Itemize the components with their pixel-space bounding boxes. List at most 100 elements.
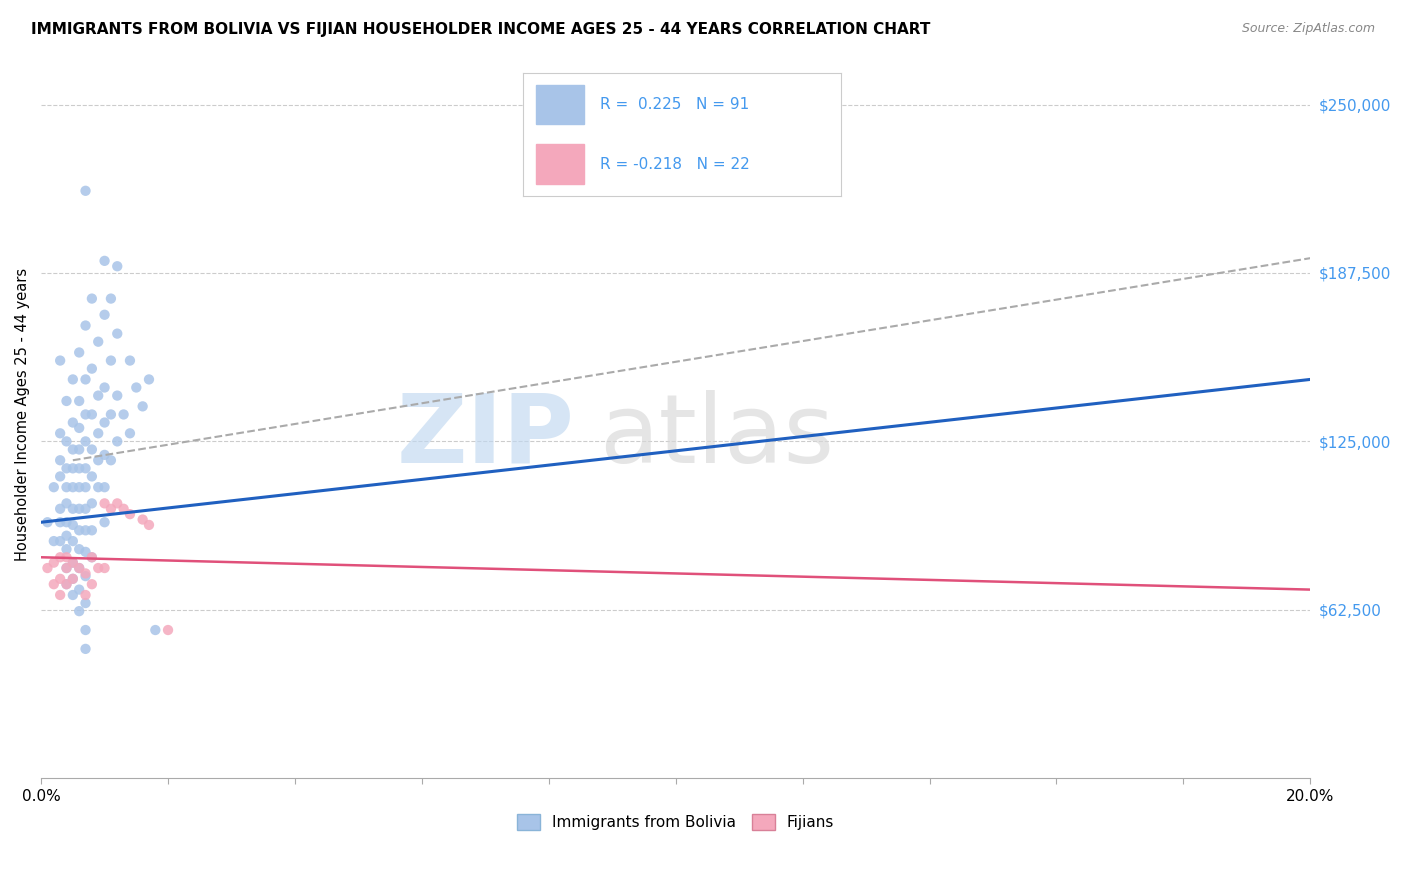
Point	[55, 577, 77, 591]
Point	[75, 408, 97, 422]
Point	[49, 572, 72, 586]
Point	[67, 561, 90, 575]
Point	[62, 534, 84, 549]
Point	[87, 426, 110, 441]
Point	[49, 588, 72, 602]
Point	[62, 372, 84, 386]
Point	[62, 480, 84, 494]
Point	[49, 501, 72, 516]
Point	[62, 517, 84, 532]
Point	[62, 442, 84, 457]
Point	[67, 501, 90, 516]
Point	[80, 469, 103, 483]
Point	[67, 542, 90, 557]
Point	[105, 326, 128, 341]
Point	[67, 561, 90, 575]
Y-axis label: Householder Income Ages 25 - 44 years: Householder Income Ages 25 - 44 years	[15, 268, 30, 561]
Point	[55, 561, 77, 575]
Point	[105, 496, 128, 510]
Point	[75, 641, 97, 656]
Point	[80, 408, 103, 422]
Point	[87, 561, 110, 575]
Point	[75, 524, 97, 538]
Point	[49, 534, 72, 549]
Point	[131, 512, 153, 526]
Point	[62, 461, 84, 475]
Point	[100, 408, 122, 422]
Point	[75, 566, 97, 581]
Point	[67, 461, 90, 475]
Point	[75, 480, 97, 494]
Legend: Immigrants from Bolivia, Fijians: Immigrants from Bolivia, Fijians	[512, 808, 841, 836]
Point	[138, 517, 160, 532]
Point	[75, 623, 97, 637]
Point	[105, 434, 128, 449]
Point	[80, 577, 103, 591]
Point	[93, 496, 115, 510]
Point	[62, 416, 84, 430]
Point	[105, 388, 128, 402]
Point	[55, 496, 77, 510]
Point	[80, 550, 103, 565]
Point	[75, 501, 97, 516]
Point	[75, 569, 97, 583]
Point	[93, 253, 115, 268]
Point	[80, 442, 103, 457]
Point	[55, 561, 77, 575]
Point	[55, 394, 77, 409]
Point	[67, 480, 90, 494]
Point	[93, 416, 115, 430]
Point	[118, 426, 141, 441]
Point	[55, 515, 77, 529]
Point	[67, 421, 90, 435]
Point	[80, 361, 103, 376]
Point	[55, 577, 77, 591]
Point	[100, 453, 122, 467]
Point	[49, 353, 72, 368]
Text: atlas: atlas	[599, 390, 835, 483]
Point	[118, 353, 141, 368]
Point	[49, 469, 72, 483]
Point	[42, 556, 65, 570]
Point	[75, 184, 97, 198]
Point	[62, 556, 84, 570]
Point	[157, 623, 180, 637]
Point	[87, 334, 110, 349]
Point	[87, 480, 110, 494]
Point	[37, 515, 59, 529]
Point	[138, 372, 160, 386]
Point	[80, 496, 103, 510]
Point	[42, 577, 65, 591]
Point	[87, 388, 110, 402]
Point	[125, 380, 148, 394]
Point	[93, 515, 115, 529]
Point	[100, 501, 122, 516]
Point	[62, 556, 84, 570]
Point	[100, 292, 122, 306]
Point	[80, 550, 103, 565]
Point	[75, 596, 97, 610]
Point	[112, 408, 135, 422]
Point	[42, 480, 65, 494]
Point	[67, 442, 90, 457]
Point	[80, 524, 103, 538]
Point	[118, 507, 141, 521]
Point	[67, 604, 90, 618]
Point	[75, 434, 97, 449]
Point	[62, 572, 84, 586]
Point	[67, 582, 90, 597]
Point	[87, 453, 110, 467]
Point	[93, 308, 115, 322]
Point	[75, 461, 97, 475]
Point	[80, 292, 103, 306]
Point	[62, 572, 84, 586]
Point	[112, 501, 135, 516]
Point	[75, 588, 97, 602]
Point	[75, 372, 97, 386]
Text: ZIP: ZIP	[396, 390, 574, 483]
Point	[93, 448, 115, 462]
Point	[75, 545, 97, 559]
Point	[75, 318, 97, 333]
Point	[62, 588, 84, 602]
Point	[49, 426, 72, 441]
